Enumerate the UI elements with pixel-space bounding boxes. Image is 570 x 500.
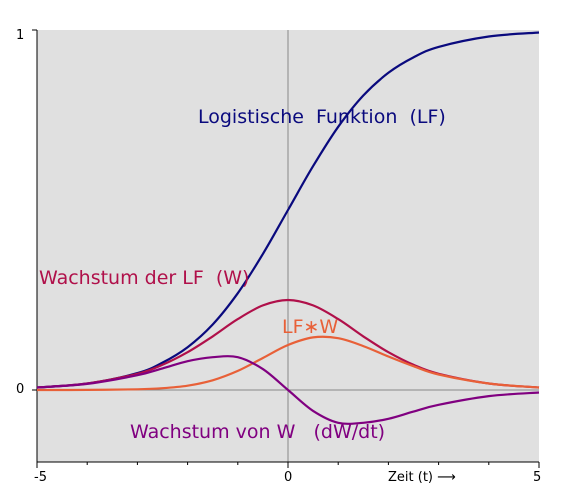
series-line-lfw [36,335,540,392]
y-tick-label-1: 1 [16,28,24,43]
series-label-growth-of-w: Wachstum von W (dW/dt) [130,421,385,443]
x-tick-label-5: 5 [533,470,541,485]
x-axis-label: Zeit (t) ⟶ [388,470,456,485]
series-label-logistic-function: Logistische Funktion (LF) [198,106,446,128]
series-lines [36,31,540,425]
y-tick-label-0: 0 [16,382,24,397]
series-line-lf [36,31,540,389]
x-tick-label-minus-5: -5 [34,470,47,485]
series-label-growth-w: Wachstum der LF (W) [39,267,249,289]
x-tick-label-0: 0 [284,470,292,485]
series-line-dw [36,355,540,425]
series-label-lf-times-w: LF∗W [282,316,338,338]
tick-marks [32,29,540,468]
